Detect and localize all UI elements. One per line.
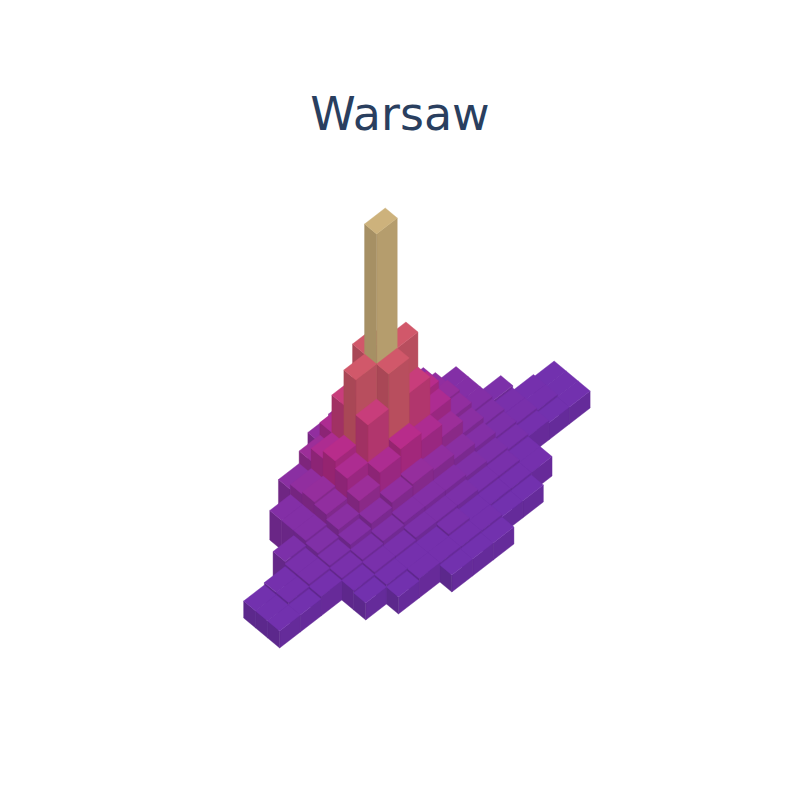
cell-top (268, 605, 301, 631)
chart: Warsaw (0, 0, 800, 800)
cell-top (389, 423, 422, 449)
cell-top (368, 447, 401, 473)
cell-top (354, 577, 387, 603)
cell-top (407, 553, 440, 579)
surface-cell (354, 577, 387, 620)
cell-top (377, 348, 410, 374)
cell-top (401, 458, 434, 484)
cell-top (344, 354, 377, 380)
cell-top (356, 399, 389, 425)
cell-top (335, 453, 368, 479)
cell-top (440, 549, 473, 575)
surface-cell (440, 549, 473, 592)
surface-cell (386, 571, 419, 614)
cell-top (380, 477, 413, 503)
cell-top (365, 208, 398, 234)
surface-cell (268, 605, 301, 648)
cell-top (386, 571, 419, 597)
title: Warsaw (310, 87, 489, 141)
surface (244, 208, 591, 648)
cell-top (309, 571, 342, 597)
cell-top (347, 475, 380, 501)
